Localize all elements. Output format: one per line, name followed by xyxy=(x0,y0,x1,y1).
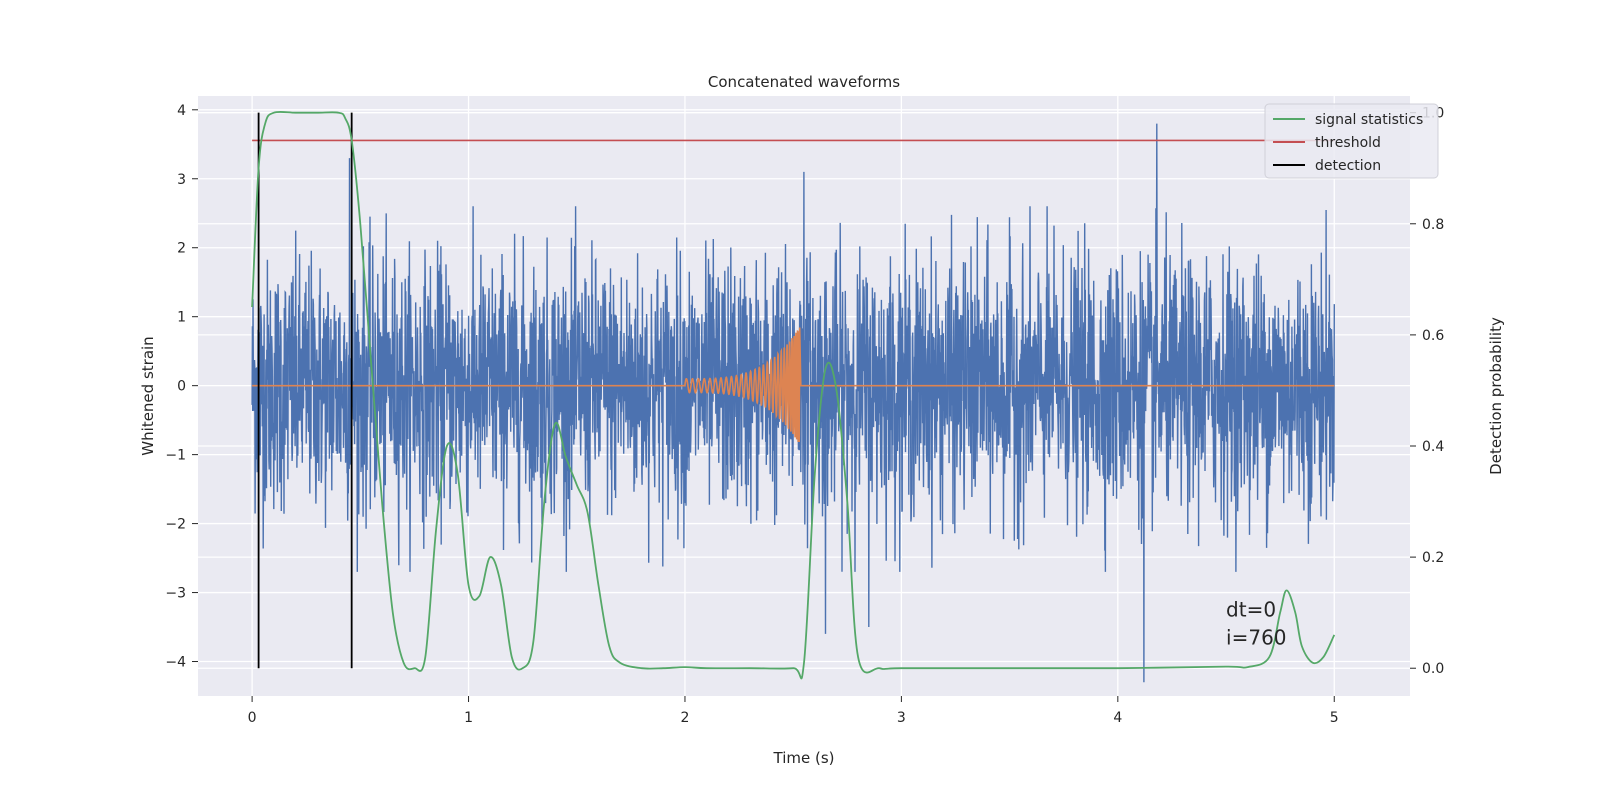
y-tick-label-left: −4 xyxy=(165,655,186,671)
legend-box xyxy=(1264,103,1439,179)
y-tick-label-right: 0.0 xyxy=(1422,661,1444,677)
chart-title: Concatenated waveforms xyxy=(708,73,900,91)
legend-label: threshold xyxy=(1315,135,1381,151)
y-tick-label-left: 1 xyxy=(177,310,186,326)
legend-label: detection xyxy=(1315,158,1381,174)
y-tick-label-left: 0 xyxy=(177,379,186,395)
y-tick-label-left: 4 xyxy=(177,103,186,119)
legend-label: signal statistics xyxy=(1315,112,1423,128)
y-tick-label-left: 2 xyxy=(177,241,186,257)
x-tick-label: 2 xyxy=(681,710,690,726)
x-tick-label: 4 xyxy=(1113,710,1122,726)
y-tick-label-right: 0.8 xyxy=(1422,217,1444,233)
y-tick-label-left: −3 xyxy=(165,586,186,602)
injection-series-line xyxy=(252,327,1335,443)
y-tick-label-left: 3 xyxy=(177,172,186,188)
x-tick-label: 5 xyxy=(1330,710,1339,726)
x-tick-label: 0 xyxy=(248,710,257,726)
x-axis-label: Time (s) xyxy=(773,749,835,767)
x-tick-label: 3 xyxy=(897,710,906,726)
y-tick-label-right: 0.4 xyxy=(1422,439,1444,455)
y-tick-label-left: −2 xyxy=(165,517,186,533)
y-tick-label-right: 0.2 xyxy=(1422,550,1444,566)
annotation-i: i=760 xyxy=(1226,625,1287,649)
x-tick-label: 1 xyxy=(464,710,473,726)
signal-statistics-line xyxy=(251,110,1336,680)
y-axis-label-right: Detection probability xyxy=(1487,317,1505,475)
legend: signal statistics threshold detection xyxy=(1264,103,1439,179)
y-axis-label-left: Whitened strain xyxy=(139,336,157,455)
y-tick-label-right: 0.6 xyxy=(1422,328,1444,344)
y-tick-label-left: −1 xyxy=(165,448,186,464)
annotation-dt: dt=0 xyxy=(1226,598,1276,622)
series-layer xyxy=(251,110,1336,683)
